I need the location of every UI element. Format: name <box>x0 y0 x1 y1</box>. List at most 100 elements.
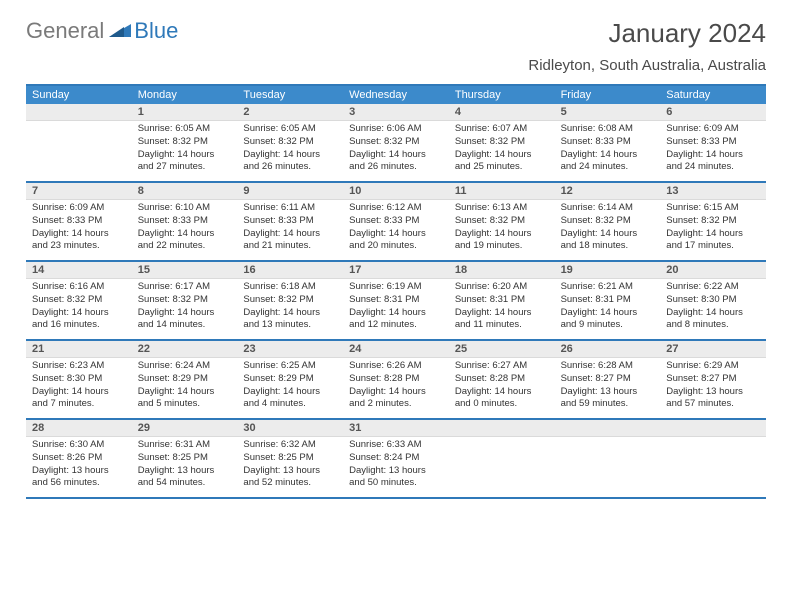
daylight1-text: Daylight: 14 hours <box>455 228 549 241</box>
sunset-text: Sunset: 8:32 PM <box>32 294 126 307</box>
day-number: 29 <box>132 420 238 436</box>
sunrise-text: Sunrise: 6:19 AM <box>349 281 443 294</box>
day-details <box>555 437 661 497</box>
daylight2-text: and 9 minutes. <box>561 319 655 332</box>
day-number: 21 <box>26 341 132 357</box>
sunset-text: Sunset: 8:33 PM <box>138 215 232 228</box>
daylight1-text: Daylight: 14 hours <box>32 228 126 241</box>
sunrise-text: Sunrise: 6:33 AM <box>349 439 443 452</box>
logo: General Blue <box>26 18 178 44</box>
day-number: 18 <box>449 262 555 278</box>
sunrise-text: Sunrise: 6:05 AM <box>138 123 232 136</box>
sunset-text: Sunset: 8:28 PM <box>455 373 549 386</box>
sunrise-text: Sunrise: 6:13 AM <box>455 202 549 215</box>
day-number: 16 <box>237 262 343 278</box>
day-details: Sunrise: 6:15 AMSunset: 8:32 PMDaylight:… <box>660 200 766 260</box>
daylight1-text: Daylight: 14 hours <box>349 386 443 399</box>
sunrise-text: Sunrise: 6:10 AM <box>138 202 232 215</box>
daylight1-text: Daylight: 13 hours <box>32 465 126 478</box>
sunset-text: Sunset: 8:32 PM <box>349 136 443 149</box>
sunrise-text: Sunrise: 6:21 AM <box>561 281 655 294</box>
sunset-text: Sunset: 8:32 PM <box>561 215 655 228</box>
daylight2-text: and 5 minutes. <box>138 398 232 411</box>
weekday-header: Sunday <box>26 86 132 104</box>
daylight1-text: Daylight: 13 hours <box>243 465 337 478</box>
sunrise-text: Sunrise: 6:08 AM <box>561 123 655 136</box>
sunset-text: Sunset: 8:30 PM <box>32 373 126 386</box>
day-number: 11 <box>449 183 555 199</box>
daylight1-text: Daylight: 14 hours <box>455 307 549 320</box>
sunrise-text: Sunrise: 6:32 AM <box>243 439 337 452</box>
sunrise-text: Sunrise: 6:26 AM <box>349 360 443 373</box>
sunrise-text: Sunrise: 6:12 AM <box>349 202 443 215</box>
daylight1-text: Daylight: 14 hours <box>243 228 337 241</box>
sunrise-text: Sunrise: 6:22 AM <box>666 281 760 294</box>
day-details: Sunrise: 6:17 AMSunset: 8:32 PMDaylight:… <box>132 279 238 339</box>
weekday-header: Wednesday <box>343 86 449 104</box>
day-details: Sunrise: 6:27 AMSunset: 8:28 PMDaylight:… <box>449 358 555 418</box>
sunset-text: Sunset: 8:32 PM <box>243 136 337 149</box>
daylight1-text: Daylight: 14 hours <box>243 307 337 320</box>
sunset-text: Sunset: 8:33 PM <box>666 136 760 149</box>
daylight1-text: Daylight: 14 hours <box>32 386 126 399</box>
daylight2-text: and 18 minutes. <box>561 240 655 253</box>
day-details: Sunrise: 6:33 AMSunset: 8:24 PMDaylight:… <box>343 437 449 497</box>
day-details: Sunrise: 6:06 AMSunset: 8:32 PMDaylight:… <box>343 121 449 181</box>
sunrise-text: Sunrise: 6:05 AM <box>243 123 337 136</box>
daylight1-text: Daylight: 14 hours <box>561 149 655 162</box>
sunset-text: Sunset: 8:32 PM <box>243 294 337 307</box>
sunset-text: Sunset: 8:32 PM <box>666 215 760 228</box>
sunset-text: Sunset: 8:33 PM <box>243 215 337 228</box>
day-details: Sunrise: 6:28 AMSunset: 8:27 PMDaylight:… <box>555 358 661 418</box>
day-number <box>26 104 132 120</box>
day-details: Sunrise: 6:29 AMSunset: 8:27 PMDaylight:… <box>660 358 766 418</box>
day-number: 17 <box>343 262 449 278</box>
logo-text-blue: Blue <box>134 18 178 44</box>
location-subtitle: Ridleyton, South Australia, Australia <box>528 57 766 74</box>
daylight1-text: Daylight: 14 hours <box>243 386 337 399</box>
day-number: 28 <box>26 420 132 436</box>
daylight2-text: and 4 minutes. <box>243 398 337 411</box>
day-number: 13 <box>660 183 766 199</box>
daylight2-text: and 23 minutes. <box>32 240 126 253</box>
sunset-text: Sunset: 8:32 PM <box>138 136 232 149</box>
day-number: 24 <box>343 341 449 357</box>
sunrise-text: Sunrise: 6:20 AM <box>455 281 549 294</box>
daylight1-text: Daylight: 14 hours <box>349 228 443 241</box>
sunset-text: Sunset: 8:32 PM <box>455 136 549 149</box>
day-number: 31 <box>343 420 449 436</box>
daynum-row: 14151617181920 <box>26 262 766 279</box>
day-details: Sunrise: 6:16 AMSunset: 8:32 PMDaylight:… <box>26 279 132 339</box>
daylight2-text: and 27 minutes. <box>138 161 232 174</box>
weekday-header: Friday <box>555 86 661 104</box>
daylight2-text: and 59 minutes. <box>561 398 655 411</box>
day-details: Sunrise: 6:11 AMSunset: 8:33 PMDaylight:… <box>237 200 343 260</box>
sunset-text: Sunset: 8:32 PM <box>455 215 549 228</box>
day-number: 22 <box>132 341 238 357</box>
daylight1-text: Daylight: 13 hours <box>666 386 760 399</box>
weekday-header: Tuesday <box>237 86 343 104</box>
sunrise-text: Sunrise: 6:28 AM <box>561 360 655 373</box>
daylight2-text: and 16 minutes. <box>32 319 126 332</box>
day-details: Sunrise: 6:20 AMSunset: 8:31 PMDaylight:… <box>449 279 555 339</box>
sunset-text: Sunset: 8:27 PM <box>561 373 655 386</box>
day-number: 2 <box>237 104 343 120</box>
day-details: Sunrise: 6:32 AMSunset: 8:25 PMDaylight:… <box>237 437 343 497</box>
daylight1-text: Daylight: 14 hours <box>666 149 760 162</box>
sunrise-text: Sunrise: 6:18 AM <box>243 281 337 294</box>
weekday-header-row: Sunday Monday Tuesday Wednesday Thursday… <box>26 86 766 104</box>
day-number: 3 <box>343 104 449 120</box>
daylight1-text: Daylight: 14 hours <box>243 149 337 162</box>
sunset-text: Sunset: 8:33 PM <box>349 215 443 228</box>
day-number: 27 <box>660 341 766 357</box>
daylight2-text: and 0 minutes. <box>455 398 549 411</box>
day-number: 6 <box>660 104 766 120</box>
sunrise-text: Sunrise: 6:09 AM <box>666 123 760 136</box>
sunrise-text: Sunrise: 6:31 AM <box>138 439 232 452</box>
day-number: 26 <box>555 341 661 357</box>
daylight1-text: Daylight: 14 hours <box>561 228 655 241</box>
daylight2-text: and 26 minutes. <box>243 161 337 174</box>
day-number <box>449 420 555 436</box>
header: General Blue January 2024 Ridleyton, Sou… <box>26 18 766 74</box>
sunset-text: Sunset: 8:29 PM <box>243 373 337 386</box>
